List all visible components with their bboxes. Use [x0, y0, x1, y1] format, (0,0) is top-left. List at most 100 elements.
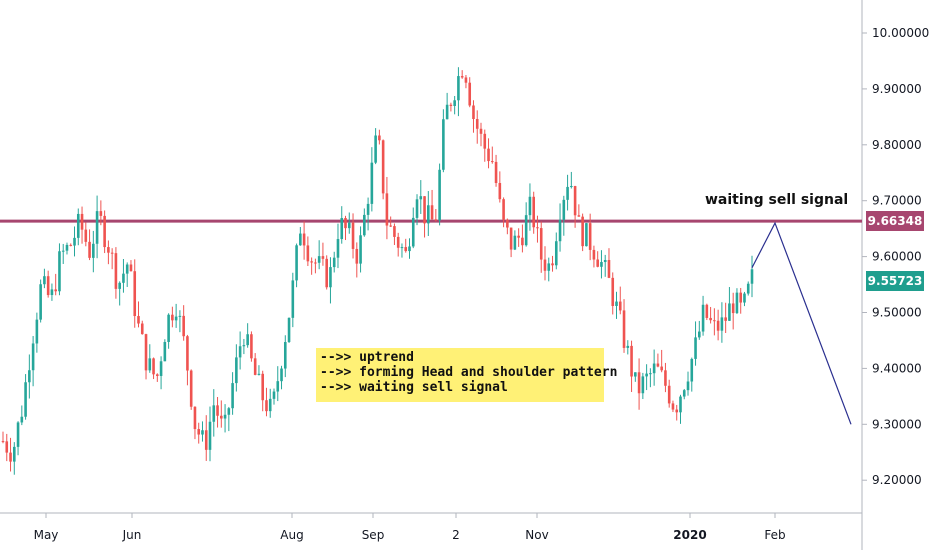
candle-body: [140, 323, 144, 335]
candle-body: [163, 341, 167, 362]
candle-body: [637, 372, 641, 394]
candle-body: [716, 320, 720, 331]
candle-body: [363, 214, 366, 236]
candle-body: [400, 247, 404, 249]
candle-body: [596, 259, 599, 267]
candle-body: [114, 253, 118, 289]
candle-body: [453, 100, 456, 106]
candle-body: [76, 213, 80, 238]
level-price-tag: 9.66348: [866, 211, 924, 232]
candle-body: [61, 250, 65, 252]
candle-body: [679, 396, 682, 413]
candle-body: [528, 196, 532, 216]
candle-body: [645, 373, 648, 377]
candle-body: [694, 337, 697, 359]
candle-body: [95, 211, 99, 244]
candle-body: [554, 241, 558, 266]
candle-body: [250, 334, 253, 359]
candle-body: [287, 317, 291, 342]
candle-body: [603, 259, 607, 263]
candle-body: [641, 376, 645, 394]
candle-body: [385, 193, 389, 226]
candle-body: [197, 429, 201, 435]
candle-body: [573, 186, 577, 216]
candle-body: [12, 446, 16, 462]
candle-body: [344, 218, 347, 229]
candle-body: [5, 441, 9, 453]
candle-body: [585, 223, 588, 247]
candle-body: [110, 252, 114, 254]
candle-body: [24, 382, 27, 417]
candle-body: [475, 119, 479, 129]
annotation-line-pattern: -->> forming Head and shoulder pattern: [320, 365, 618, 380]
candle-body: [404, 247, 408, 252]
candle-body: [701, 304, 705, 332]
candle-body: [283, 341, 287, 369]
candle-body: [261, 373, 265, 401]
candle-body: [84, 229, 88, 242]
candle-body: [396, 236, 400, 248]
candle-body: [306, 245, 310, 262]
candle-body: [186, 336, 189, 371]
candle-body: [483, 133, 487, 149]
candle-body: [743, 293, 746, 303]
candle-body: [280, 368, 283, 382]
price-tick-label: 9.50000: [872, 306, 922, 320]
candle-body: [9, 452, 12, 462]
candle-body: [122, 273, 125, 283]
candle-body: [551, 263, 554, 266]
candle-body: [148, 358, 152, 371]
candle-body: [532, 196, 535, 228]
candle-body: [310, 261, 313, 263]
candle-body: [472, 105, 475, 120]
candle-body: [156, 374, 159, 376]
candle-body: [487, 148, 490, 162]
candle-body: [408, 246, 411, 252]
candle-body: [182, 315, 185, 337]
candle-body: [649, 373, 652, 375]
candle-body: [513, 235, 517, 250]
candle-body: [592, 249, 596, 260]
candle-body: [750, 269, 754, 284]
candle-body: [359, 235, 362, 264]
candle-body: [73, 237, 76, 246]
candle-body: [129, 264, 133, 272]
candle-body: [713, 320, 716, 322]
candle-body: [588, 223, 592, 250]
candle-body: [656, 363, 660, 367]
candle-body: [389, 225, 392, 227]
candle-body: [325, 258, 328, 288]
candle-body: [231, 383, 234, 409]
candle-body: [667, 385, 671, 404]
candle-body: [54, 289, 57, 292]
candle-body: [99, 211, 103, 216]
candle-body: [152, 358, 155, 375]
candle-body: [682, 390, 686, 397]
candle-body: [506, 219, 509, 228]
candle-body: [698, 331, 701, 338]
candle-body: [295, 245, 298, 281]
candle-body: [449, 104, 453, 106]
candle-body: [257, 373, 261, 375]
candle-body: [253, 358, 257, 375]
candle-body: [133, 271, 137, 317]
candle-body: [502, 199, 505, 220]
candle-body: [340, 218, 344, 240]
candle-body: [705, 304, 709, 318]
candle-body: [521, 237, 524, 246]
candle-body: [20, 416, 24, 423]
price-tick-label: 9.70000: [872, 194, 922, 208]
candle-body: [581, 216, 584, 247]
candle-body: [539, 228, 543, 260]
candle-body: [118, 282, 121, 289]
candle-body: [291, 280, 295, 318]
candle-body: [457, 76, 460, 101]
candle-body: [720, 317, 724, 331]
candle-body: [144, 334, 148, 371]
candle-body: [690, 358, 694, 382]
candle-body: [445, 104, 449, 120]
candle-body: [50, 289, 54, 296]
candle-body: [442, 119, 445, 170]
candle-body: [272, 391, 276, 399]
time-tick-label: 2020: [673, 528, 706, 542]
